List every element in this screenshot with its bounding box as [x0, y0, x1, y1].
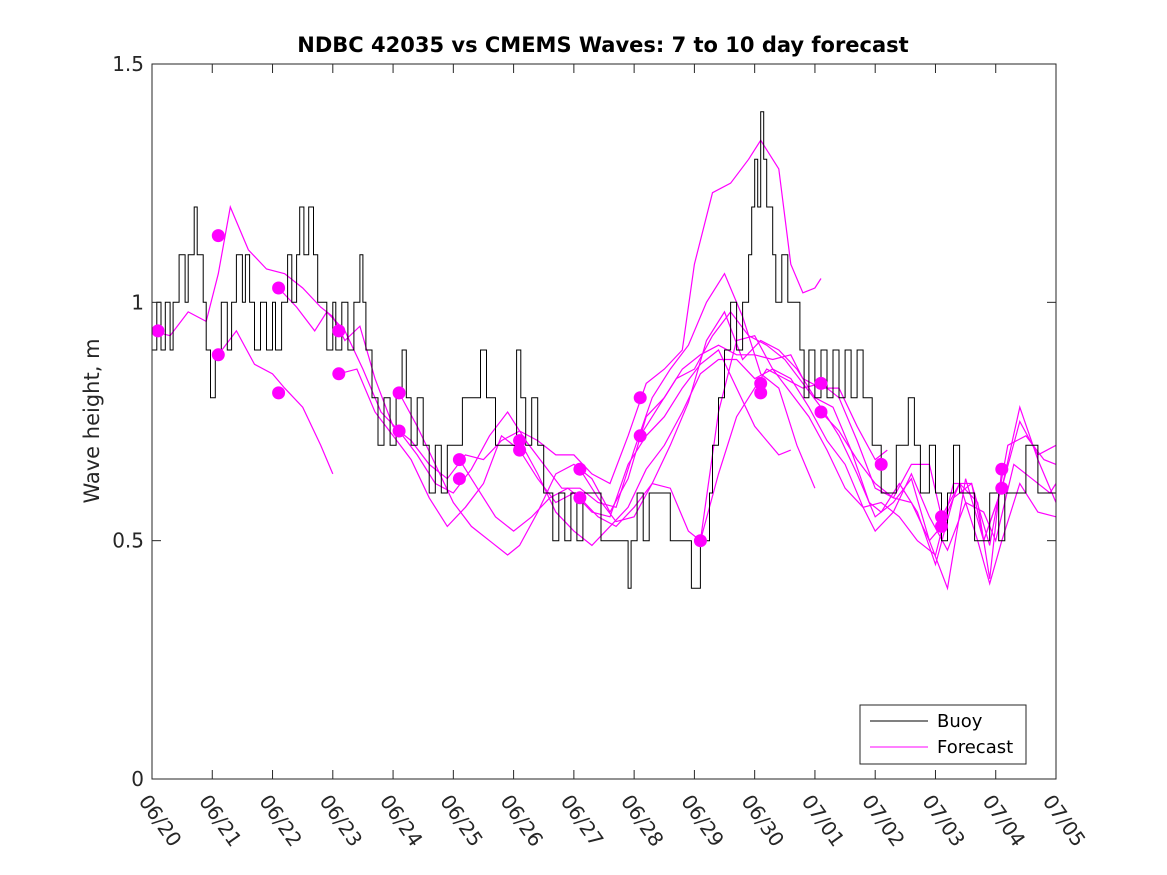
- legend-box: [859, 704, 1027, 765]
- x-tick-label-4: 06/24: [375, 790, 428, 851]
- x-tick-label-11: 07/01: [797, 790, 850, 851]
- forecast-marker-2: [211, 229, 225, 243]
- forecast-marker-27: [995, 481, 1009, 495]
- x-tick-label-12: 07/02: [857, 790, 910, 851]
- y-tick-label-0: 0: [131, 767, 144, 791]
- forecast-marker-10: [452, 453, 466, 467]
- forecast-line-2: [217, 329, 334, 475]
- forecast-marker-16: [633, 391, 647, 405]
- x-tick-label-9: 06/29: [676, 790, 729, 851]
- forecast-marker-25: [935, 519, 948, 533]
- x-tick-label-14: 07/04: [978, 790, 1031, 851]
- y-tick-label-2: 1: [131, 290, 144, 314]
- chart-title: NDBC 42035 vs CMEMS Waves: 7 to 10 day f…: [297, 33, 908, 57]
- forecast-marker-6: [332, 324, 346, 338]
- forecast-marker-20: [754, 386, 768, 400]
- legend-label-forecast: Forecast: [937, 737, 1013, 758]
- x-tick-label-0: 06/20: [134, 790, 187, 851]
- forecast-line-10: [699, 334, 1057, 557]
- forecast-marker-15: [573, 491, 587, 505]
- x-tick-label-7: 06/27: [556, 790, 609, 851]
- forecast-line-1: [151, 139, 822, 485]
- forecast-marker-13: [513, 443, 527, 457]
- plot-area: [151, 111, 1057, 591]
- forecast-line-3: [278, 272, 816, 509]
- y-tick-label-3: 1.5: [112, 52, 144, 76]
- y-axis-label: Wave height, m: [80, 338, 104, 503]
- axes-box: [151, 63, 1057, 780]
- x-tick-label-8: 06/28: [616, 790, 669, 851]
- x-tick-label-3: 06/23: [315, 790, 368, 851]
- forecast-marker-22: [814, 405, 828, 419]
- forecast-marker-9: [392, 424, 406, 438]
- forecast-marker-8: [392, 386, 406, 400]
- forecast-marker-26: [995, 462, 1009, 476]
- forecast-line-7: [519, 358, 1057, 552]
- forecast-line-8: [579, 310, 1057, 567]
- forecast-marker-11: [452, 472, 466, 486]
- forecast-marker-3: [211, 348, 225, 362]
- forecast-marker-7: [332, 367, 346, 381]
- forecast-marker-18: [693, 534, 707, 548]
- forecast-line-6: [458, 368, 1003, 579]
- y-tick-label-1: 0.5: [112, 529, 144, 553]
- x-tick-label-15: 07/05: [1038, 790, 1091, 851]
- forecast-marker-21: [814, 376, 828, 390]
- forecast-marker-24: [935, 510, 948, 524]
- x-tick-label-13: 07/03: [917, 790, 970, 851]
- x-tick-label-10: 06/30: [737, 790, 790, 851]
- x-tick-label-1: 06/21: [194, 790, 247, 851]
- x-tick-label-6: 06/26: [496, 790, 549, 851]
- forecast-marker-23: [874, 457, 888, 471]
- legend-label-buoy: Buoy: [937, 711, 983, 732]
- legend: Buoy Forecast: [859, 704, 1027, 765]
- forecast-marker-4: [272, 281, 286, 295]
- forecast-marker-12: [513, 434, 527, 448]
- y-axis: 0 0.5 1 1.5: [112, 52, 1056, 791]
- x-tick-label-5: 06/25: [435, 790, 488, 851]
- forecast-marker-1: [151, 324, 165, 338]
- forecast-marker-17: [633, 429, 647, 443]
- buoy-line: [152, 111, 1056, 589]
- forecast-marker-19: [754, 376, 768, 390]
- forecast-marker-5: [272, 386, 286, 400]
- x-tick-label-2: 06/22: [254, 790, 307, 851]
- forecast-marker-14: [573, 462, 587, 476]
